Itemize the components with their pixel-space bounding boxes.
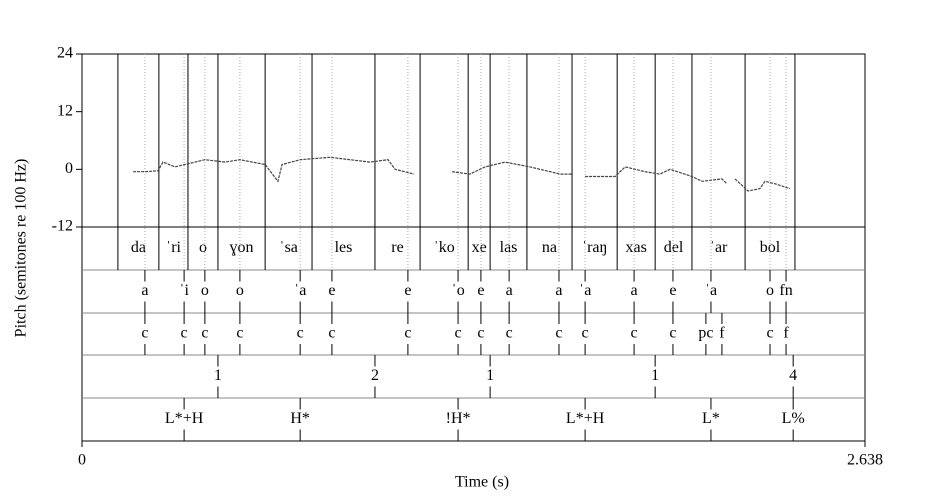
pitch-contour	[133, 156, 791, 192]
point-label: o	[766, 282, 774, 299]
point-label: c	[766, 325, 773, 342]
interval-label: ˈko	[433, 239, 454, 256]
interval-label: o	[199, 239, 207, 256]
x-tick-label: 0	[78, 452, 86, 469]
point-label: L*+H	[566, 410, 605, 427]
interval-label: ˈar	[710, 239, 728, 256]
point-label: !H*	[446, 410, 471, 427]
point-label: o	[236, 282, 244, 299]
interval-label: xas	[625, 239, 646, 256]
point-label: c	[669, 325, 676, 342]
point-label: e	[669, 282, 676, 299]
point-label: e	[404, 282, 411, 299]
point-label: c	[181, 325, 188, 342]
interval-label: na	[542, 239, 557, 256]
point-label: a	[631, 282, 638, 299]
interval-label: del	[664, 239, 684, 256]
x-tick-label: 2.638	[847, 452, 883, 469]
point-label: e	[477, 282, 484, 299]
y-axis-label: Pitch (semitones re 100 Hz)	[13, 159, 30, 338]
point-label: c	[297, 325, 304, 342]
interval-label: las	[500, 239, 518, 256]
interval-label: re	[391, 239, 403, 256]
y-tick-label: 24	[57, 45, 73, 62]
point-label: c	[506, 325, 513, 342]
point-label: a	[555, 282, 562, 299]
interval-label: bol	[760, 239, 781, 256]
point-label: c	[582, 325, 589, 342]
point-label: fn	[779, 282, 792, 299]
point-label: ˈa	[705, 282, 717, 299]
interval-label: da	[131, 239, 146, 256]
interval-label: ˈri	[166, 239, 182, 256]
y-tick-label: 12	[57, 102, 73, 119]
interval-label: les	[335, 239, 353, 256]
point-label: L*+H	[165, 410, 204, 427]
point-label: c	[328, 325, 335, 342]
point-label: e	[328, 282, 335, 299]
point-label: c	[141, 325, 148, 342]
point-label: c	[631, 325, 638, 342]
point-label: L%	[782, 410, 805, 427]
point-label: pc	[698, 325, 713, 342]
interval-label: xe	[472, 239, 487, 256]
y-tick-label: 0	[65, 160, 73, 177]
point-label: ˈa	[579, 282, 591, 299]
point-label: c	[201, 325, 208, 342]
y-tick-label: -12	[52, 218, 73, 235]
point-label: 1	[486, 367, 494, 384]
point-label: c	[477, 325, 484, 342]
point-label: 4	[789, 367, 797, 384]
point-label: c	[404, 325, 411, 342]
point-label: a	[141, 282, 148, 299]
point-label: a	[506, 282, 513, 299]
point-label: o	[201, 282, 209, 299]
point-label: ˈa	[294, 282, 306, 299]
point-label: 2	[371, 367, 379, 384]
x-axis-label: Time (s)	[455, 474, 509, 491]
point-label: f	[783, 325, 789, 342]
point-label: H*	[290, 410, 310, 427]
point-label: ˈi	[179, 282, 189, 299]
point-label: f	[719, 325, 725, 342]
point-label: L*	[702, 410, 720, 427]
frame	[81, 53, 866, 442]
interval-label: ˈraŋ	[582, 239, 608, 256]
point-label: ˈo	[451, 282, 464, 299]
point-label: 1	[651, 367, 659, 384]
interval-label: ɣon	[230, 239, 254, 256]
point-label: c	[555, 325, 562, 342]
point-label: c	[236, 325, 243, 342]
interval-label: ˈsa	[279, 239, 298, 256]
point-label: 1	[214, 367, 222, 384]
point-label: c	[455, 325, 462, 342]
